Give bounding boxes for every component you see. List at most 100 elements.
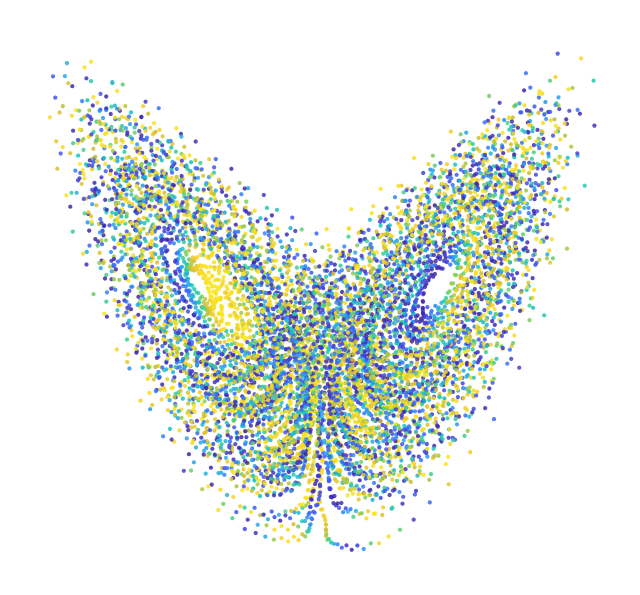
- attractor-point: [410, 293, 415, 298]
- attractor-point: [179, 351, 184, 356]
- attractor-point: [430, 248, 435, 253]
- attractor-point: [526, 205, 531, 210]
- attractor-point: [509, 356, 514, 361]
- attractor-point: [141, 226, 146, 231]
- attractor-point: [157, 127, 162, 132]
- attractor-point: [247, 384, 252, 389]
- attractor-point: [450, 182, 455, 188]
- attractor-point: [352, 465, 357, 470]
- attractor-point: [216, 277, 221, 282]
- attractor-point: [456, 319, 462, 324]
- attractor-point: [159, 397, 164, 402]
- attractor-point: [564, 246, 570, 251]
- attractor-point: [508, 142, 513, 147]
- attractor-point: [243, 381, 248, 386]
- attractor-point: [348, 457, 353, 462]
- attractor-point: [174, 234, 179, 239]
- attractor-point: [399, 183, 404, 188]
- attractor-point: [306, 512, 311, 517]
- attractor-point: [310, 294, 316, 299]
- attractor-point: [164, 348, 169, 353]
- attractor-point: [198, 296, 203, 301]
- attractor-point: [126, 278, 131, 283]
- attractor-point: [489, 367, 494, 372]
- attractor-point: [74, 108, 79, 113]
- attractor-point: [189, 425, 194, 430]
- attractor-point: [299, 227, 304, 232]
- attractor-point: [413, 429, 419, 434]
- attractor-point: [175, 416, 181, 421]
- attractor-point: [234, 361, 239, 366]
- attractor-point: [158, 387, 163, 392]
- attractor-point: [491, 207, 496, 212]
- attractor-point: [191, 320, 196, 326]
- attractor-point: [240, 334, 245, 339]
- attractor-point: [110, 148, 115, 153]
- attractor-point: [255, 522, 260, 527]
- attractor-point: [328, 486, 333, 491]
- attractor-point: [173, 178, 178, 183]
- attractor-point: [243, 429, 248, 434]
- attractor-point: [265, 517, 271, 522]
- attractor-point: [480, 218, 486, 223]
- attractor-point: [222, 363, 227, 368]
- attractor-point: [488, 237, 493, 242]
- attractor-points: [47, 51, 597, 552]
- attractor-point: [387, 492, 392, 498]
- attractor-point: [226, 337, 232, 342]
- attractor-point: [199, 435, 204, 440]
- attractor-point: [553, 123, 558, 128]
- attractor-point: [140, 183, 145, 188]
- attractor-point: [308, 242, 313, 247]
- attractor-point: [331, 445, 336, 450]
- attractor-point: [284, 379, 289, 384]
- attractor-point: [412, 245, 417, 250]
- attractor-point: [207, 331, 212, 336]
- attractor-point: [205, 408, 210, 413]
- attractor-point: [221, 501, 226, 506]
- attractor-point: [103, 161, 108, 166]
- attractor-point: [321, 286, 326, 291]
- attractor-point: [136, 294, 141, 299]
- attractor-point: [197, 315, 202, 320]
- attractor-point: [428, 472, 434, 477]
- attractor-point: [217, 340, 222, 345]
- attractor-point: [262, 414, 267, 419]
- attractor-point: [328, 254, 333, 259]
- attractor-point: [193, 305, 198, 310]
- attractor-point: [162, 225, 167, 230]
- attractor-point: [471, 406, 476, 411]
- attractor-point: [234, 366, 239, 371]
- attractor-point: [378, 373, 383, 378]
- attractor-point: [207, 157, 212, 162]
- attractor-point: [181, 306, 186, 311]
- attractor-point: [381, 219, 387, 224]
- attractor-point: [229, 342, 234, 347]
- attractor-point: [228, 281, 233, 286]
- attractor-point: [192, 234, 197, 239]
- attractor-point: [331, 541, 337, 546]
- attractor-point: [427, 500, 432, 505]
- attractor-point: [101, 261, 106, 266]
- attractor-point: [541, 120, 546, 126]
- attractor-point: [479, 196, 484, 201]
- attractor-point: [162, 229, 167, 234]
- attractor-point: [363, 444, 368, 449]
- attractor-point: [566, 197, 571, 202]
- attractor-point: [116, 167, 121, 172]
- attractor-point: [494, 356, 499, 361]
- attractor-point: [359, 459, 364, 464]
- attractor-point: [142, 221, 147, 226]
- attractor-point: [130, 159, 135, 164]
- attractor-point: [195, 255, 200, 260]
- attractor-point: [412, 465, 417, 470]
- attractor-point: [292, 303, 297, 309]
- attractor-point: [376, 541, 382, 546]
- attractor-point: [242, 240, 247, 245]
- attractor-point: [205, 301, 210, 306]
- attractor-point: [191, 312, 196, 317]
- attractor-point: [308, 345, 313, 350]
- attractor-point: [286, 275, 291, 280]
- attractor-point: [143, 239, 148, 244]
- attractor-point: [540, 180, 545, 186]
